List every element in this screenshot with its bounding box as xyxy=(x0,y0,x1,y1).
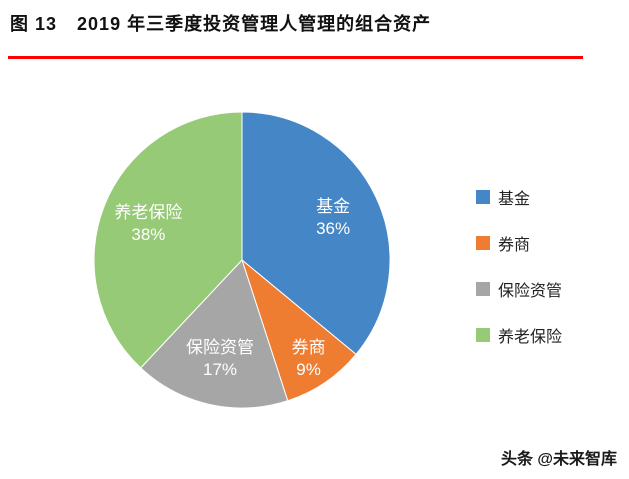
legend-item-3: 保险资管 xyxy=(476,278,562,300)
legend-swatch-icon xyxy=(476,328,490,342)
pie-slice-3 xyxy=(139,259,289,409)
legend-swatch-icon xyxy=(476,282,490,296)
pie-slice-1 xyxy=(241,111,391,356)
figure-title: 2019 年三季度投资管理人管理的组合资产 xyxy=(77,14,432,34)
title-underline-rule xyxy=(8,56,583,59)
pie-slice-4 xyxy=(93,111,243,369)
legend-label: 基金 xyxy=(498,191,531,208)
watermark-text: 头条 @未来智库 xyxy=(500,451,617,468)
pie-slice-label-4: 养老保险 38% xyxy=(114,203,182,244)
pie-chart: 基金 36% 券商 9% 保险资管 17% 养老保险 38% xyxy=(93,111,391,409)
legend: 基金券商保险资管养老保险 xyxy=(476,186,562,370)
pie-slice-label-3: 保险资管 17% xyxy=(186,338,254,379)
pie-slice-2 xyxy=(240,258,357,402)
legend-swatch-icon xyxy=(476,236,490,250)
legend-item-2: 券商 xyxy=(476,232,562,254)
pie-slice-label-1: 基金 36% xyxy=(316,197,350,238)
legend-swatch-icon xyxy=(476,190,490,204)
legend-label: 养老保险 xyxy=(498,329,563,346)
figure-number-label: 图 13 xyxy=(10,14,58,34)
legend-label: 券商 xyxy=(498,237,531,254)
legend-item-4: 养老保险 xyxy=(476,324,562,346)
legend-label: 保险资管 xyxy=(498,283,563,300)
figure-title-row: 图 13 2019 年三季度投资管理人管理的组合资产 xyxy=(10,10,620,36)
pie-slice-label-2: 券商 9% xyxy=(292,338,326,379)
pie-chart-area: 基金 36% 券商 9% 保险资管 17% 养老保险 38% 基金券商保险资管养老保险 xyxy=(0,62,629,442)
legend-item-1: 基金 xyxy=(476,186,562,208)
